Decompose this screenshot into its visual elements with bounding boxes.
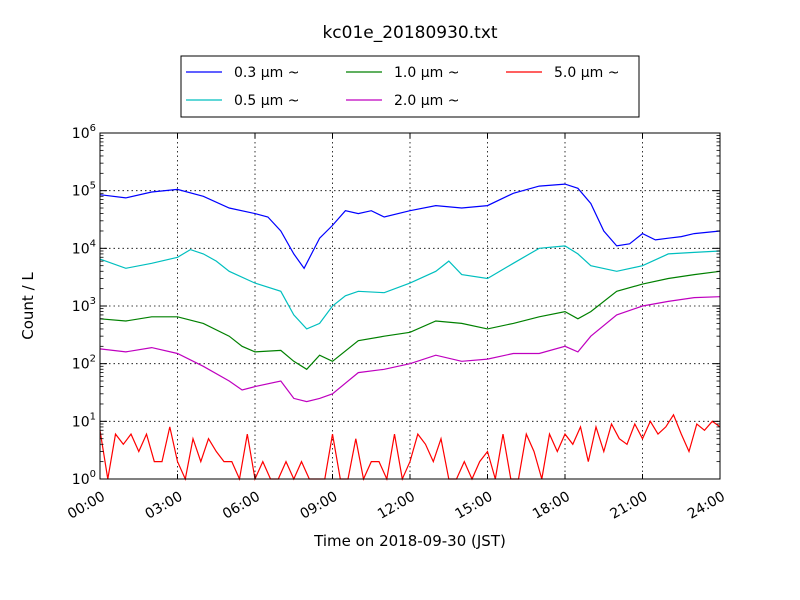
- x-axis-label: Time on 2018-09-30 (JST): [313, 532, 506, 550]
- x-tick-label: 12:00: [375, 489, 418, 523]
- x-tick-label: 18:00: [530, 489, 573, 523]
- ticks: [99, 132, 721, 480]
- x-tick-label: 00:00: [65, 489, 108, 523]
- legend-label: 5.0 μm ~: [554, 65, 619, 81]
- series-line: [99, 245, 721, 330]
- y-axis-label: Count / L: [19, 272, 37, 340]
- y-tick-label: 104: [72, 238, 96, 257]
- series-layer: [99, 183, 721, 482]
- x-tick-label: 21:00: [608, 489, 651, 523]
- series-line: [99, 413, 721, 482]
- y-tick-label: 103: [72, 296, 96, 315]
- legend-label: 2.0 μm ~: [394, 93, 459, 109]
- y-tick-label: 105: [72, 181, 96, 200]
- y-tick-label: 100: [72, 469, 96, 488]
- series-line: [99, 270, 721, 371]
- x-tick-label: 15:00: [453, 489, 496, 523]
- legend-box: [180, 55, 640, 118]
- x-tick-label: 03:00: [143, 489, 186, 523]
- y-tick-label: 101: [72, 411, 96, 430]
- y-tick-labels: 100 101 102 103 104 105 106: [72, 123, 96, 488]
- legend: 0.3 μm ~ 0.5 μm ~ 1.0 μm ~ 2.0 μm ~ 5.0 μm ~: [180, 55, 640, 118]
- x-tick-label: 09:00: [298, 489, 341, 523]
- series-line: [99, 296, 721, 403]
- legend-label: 1.0 μm ~: [394, 65, 459, 81]
- x-tick-label: 24:00: [685, 489, 728, 523]
- legend-label: 0.3 μm ~: [234, 65, 299, 81]
- y-tick-label: 106: [72, 123, 96, 142]
- x-tick-label: 06:00: [220, 489, 263, 523]
- chart-title: kc01e_20180930.txt: [322, 23, 497, 43]
- grid: [100, 133, 720, 479]
- x-tick-labels: 00:00 03:00 06:00 09:00 12:00 15:00 18:00 21:00…: [65, 489, 728, 523]
- series-line: [99, 183, 721, 270]
- y-tick-label: 102: [72, 354, 96, 373]
- legend-label: 0.5 μm ~: [234, 93, 299, 109]
- plot-area: [99, 132, 721, 482]
